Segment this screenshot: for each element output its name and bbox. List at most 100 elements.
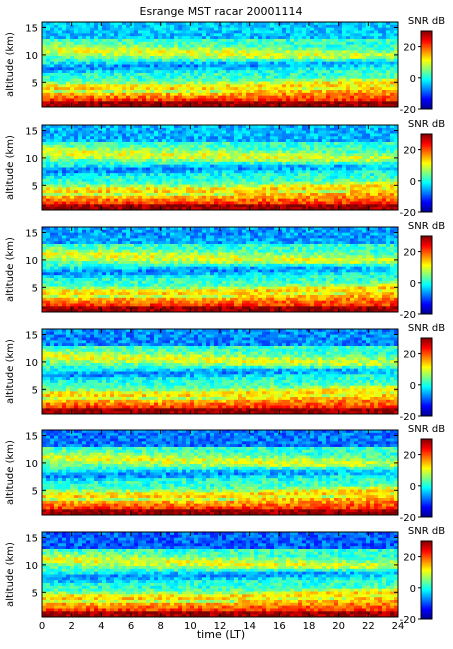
heatmap-cell (350, 65, 354, 68)
heatmap-cell (294, 36, 298, 39)
heatmap-cell (110, 65, 114, 68)
heatmap-cell (302, 25, 306, 28)
heatmap-cell (322, 101, 326, 104)
heatmap-cell (378, 162, 382, 165)
heatmap-cell (370, 25, 374, 28)
heatmap-cell (230, 25, 234, 28)
heatmap-cell (370, 99, 374, 102)
heatmap-cell (86, 193, 90, 196)
heatmap-cell (150, 48, 154, 51)
heatmap-cell (326, 187, 330, 190)
heatmap-cell (170, 148, 174, 151)
heatmap-cell (366, 159, 370, 162)
heatmap-cell (142, 84, 146, 87)
heatmap-cell (210, 62, 214, 65)
heatmap-cell (186, 179, 190, 182)
heatmap-cell (138, 48, 142, 51)
heatmap-cell (46, 165, 50, 168)
heatmap-cell (318, 62, 322, 65)
heatmap-cell (358, 31, 362, 34)
heatmap-cell (98, 79, 102, 82)
heatmap-cell (250, 145, 254, 148)
heatmap-cell (126, 56, 130, 59)
heatmap-cell (342, 148, 346, 151)
heatmap-cell (170, 62, 174, 65)
heatmap-cell (306, 162, 310, 165)
heatmap-cell (54, 156, 58, 159)
heatmap-cell (102, 173, 106, 176)
heatmap-cell (142, 156, 146, 159)
heatmap-cell (90, 53, 94, 56)
heatmap-cell (374, 48, 378, 51)
heatmap-cell (382, 70, 386, 73)
heatmap-cell (386, 185, 390, 188)
heatmap-cell (78, 56, 82, 59)
heatmap-cell (234, 45, 238, 48)
heatmap-cell (178, 36, 182, 39)
heatmap-cell (322, 173, 326, 176)
heatmap-cell (86, 73, 90, 76)
heatmap-cell (342, 142, 346, 145)
heatmap-cell (270, 87, 274, 90)
heatmap-cell (118, 70, 122, 73)
heatmap-cell (198, 128, 202, 131)
heatmap-cell (58, 145, 62, 148)
heatmap-cell (102, 25, 106, 28)
heatmap-cell (150, 28, 154, 31)
heatmap-cell (214, 101, 218, 104)
heatmap-cell (198, 50, 202, 53)
heatmap-cell (314, 33, 318, 36)
heatmap-cell (138, 139, 142, 142)
heatmap-cell (270, 48, 274, 51)
heatmap-cell (314, 93, 318, 96)
heatmap-cell (170, 151, 174, 154)
heatmap-cell (158, 90, 162, 93)
heatmap-cell (362, 165, 366, 168)
heatmap-cell (186, 182, 190, 185)
heatmap-cell (206, 36, 210, 39)
heatmap-cell (374, 101, 378, 104)
heatmap-cell (58, 168, 62, 171)
heatmap-cell (310, 134, 314, 137)
heatmap-cell (70, 176, 74, 179)
heatmap-cell (278, 179, 282, 182)
heatmap-cell (270, 134, 274, 137)
heatmap-cell (234, 193, 238, 196)
heatmap-cell (138, 59, 142, 62)
heatmap-cell (98, 142, 102, 145)
heatmap-cell (258, 170, 262, 173)
heatmap-cell (114, 84, 118, 87)
heatmap-cell (154, 190, 158, 193)
heatmap-cell (390, 93, 394, 96)
heatmap-cell (382, 134, 386, 137)
heatmap-cell (318, 142, 322, 145)
heatmap-cell (350, 151, 354, 154)
heatmap-cell (242, 176, 246, 179)
heatmap-cell (306, 101, 310, 104)
heatmap-cell (70, 62, 74, 65)
heatmap-cell (254, 182, 258, 185)
heatmap-cell (150, 79, 154, 82)
heatmap-cell (258, 31, 262, 34)
colorbar-tick-label: 20 (403, 43, 416, 54)
heatmap-cell (382, 87, 386, 90)
heatmap-cell (150, 33, 154, 36)
heatmap-cell (278, 33, 282, 36)
heatmap-cell (222, 128, 226, 131)
heatmap-cell (274, 79, 278, 82)
heatmap-cell (206, 159, 210, 162)
heatmap-cell (306, 36, 310, 39)
heatmap-cell (210, 82, 214, 85)
heatmap-cell (82, 190, 86, 193)
heatmap-cell (198, 170, 202, 173)
heatmap-cell (250, 148, 254, 151)
heatmap-cell (286, 93, 290, 96)
heatmap-cell (250, 36, 254, 39)
heatmap-cell (154, 31, 158, 34)
heatmap-cell (178, 136, 182, 139)
heatmap-cell (374, 134, 378, 137)
heatmap-cell (282, 176, 286, 179)
heatmap-cell (98, 73, 102, 76)
heatmap-cell (294, 182, 298, 185)
heatmap-cell (178, 48, 182, 51)
